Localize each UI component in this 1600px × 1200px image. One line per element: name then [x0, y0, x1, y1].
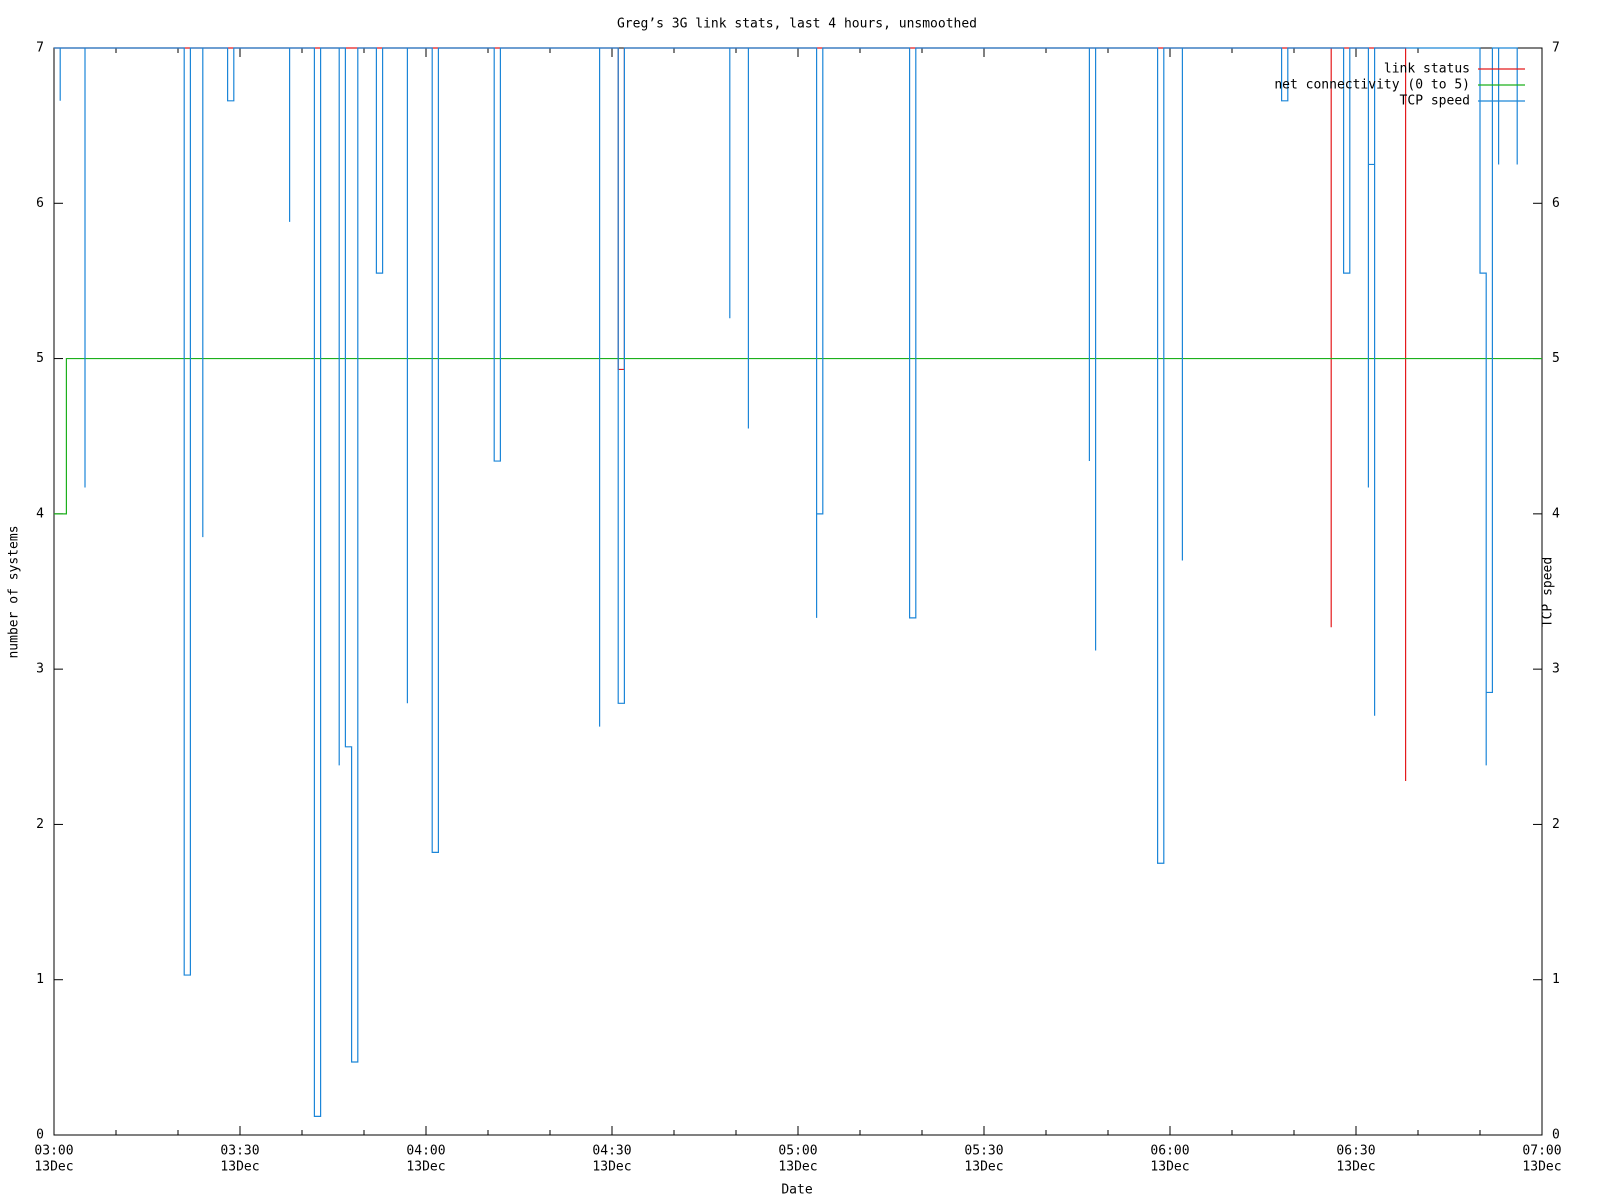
y2-tick-label: 6: [1552, 196, 1560, 211]
y-tick-label: 1: [36, 972, 44, 987]
legend-label: link status: [1384, 62, 1470, 77]
x-tick-date: 13Dec: [592, 1160, 631, 1175]
y-axis-label: number of systems: [7, 525, 22, 658]
plot-border: [53, 47, 1543, 1136]
y-tick-label: 0: [36, 1128, 44, 1143]
y-tick-label: 4: [36, 506, 44, 521]
x-tick-label: 07:00: [1522, 1144, 1561, 1159]
x-tick-date: 13Dec: [964, 1160, 1003, 1175]
y2-tick-label: 7: [1552, 41, 1560, 56]
legend-label: net connectivity (0 to 5): [1274, 78, 1470, 93]
x-tick-label: 05:30: [964, 1144, 1003, 1159]
x-tick-date: 13Dec: [220, 1160, 259, 1175]
series-line: [54, 47, 1518, 1117]
y-tick-label: 6: [36, 196, 44, 211]
x-tick-date: 13Dec: [406, 1160, 445, 1175]
legend-label: TCP speed: [1400, 94, 1470, 109]
y2-axis-label: TCP speed: [1541, 557, 1556, 627]
x-tick-date: 13Dec: [1522, 1160, 1561, 1175]
y-tick-label: 2: [36, 817, 44, 832]
x-tick-label: 03:30: [220, 1144, 259, 1159]
y2-tick-label: 1: [1552, 972, 1560, 987]
x-tick-date: 13Dec: [1336, 1160, 1375, 1175]
x-tick-label: 04:30: [592, 1144, 631, 1159]
chart-title: Greg’s 3G link stats, last 4 hours, unsm…: [617, 17, 977, 32]
x-tick-label: 06:30: [1336, 1144, 1375, 1159]
x-tick-date: 13Dec: [34, 1160, 73, 1175]
y-tick-label: 3: [36, 662, 44, 677]
x-axis-label: Date: [781, 1183, 812, 1198]
x-tick-label: 04:00: [406, 1144, 445, 1159]
x-tick-label: 05:00: [778, 1144, 817, 1159]
y-tick-label: 7: [36, 41, 44, 56]
series-line: [54, 357, 1542, 515]
x-tick-label: 06:00: [1150, 1144, 1189, 1159]
y2-tick-label: 4: [1552, 506, 1560, 521]
x-tick-date: 13Dec: [1150, 1160, 1189, 1175]
y2-tick-label: 5: [1552, 351, 1560, 366]
x-tick-label: 03:00: [34, 1144, 73, 1159]
y2-tick-label: 3: [1552, 662, 1560, 677]
x-tick-date: 13Dec: [778, 1160, 817, 1175]
y-tick-label: 5: [36, 351, 44, 366]
y2-tick-label: 2: [1552, 817, 1560, 832]
y2-tick-label: 0: [1552, 1128, 1560, 1143]
